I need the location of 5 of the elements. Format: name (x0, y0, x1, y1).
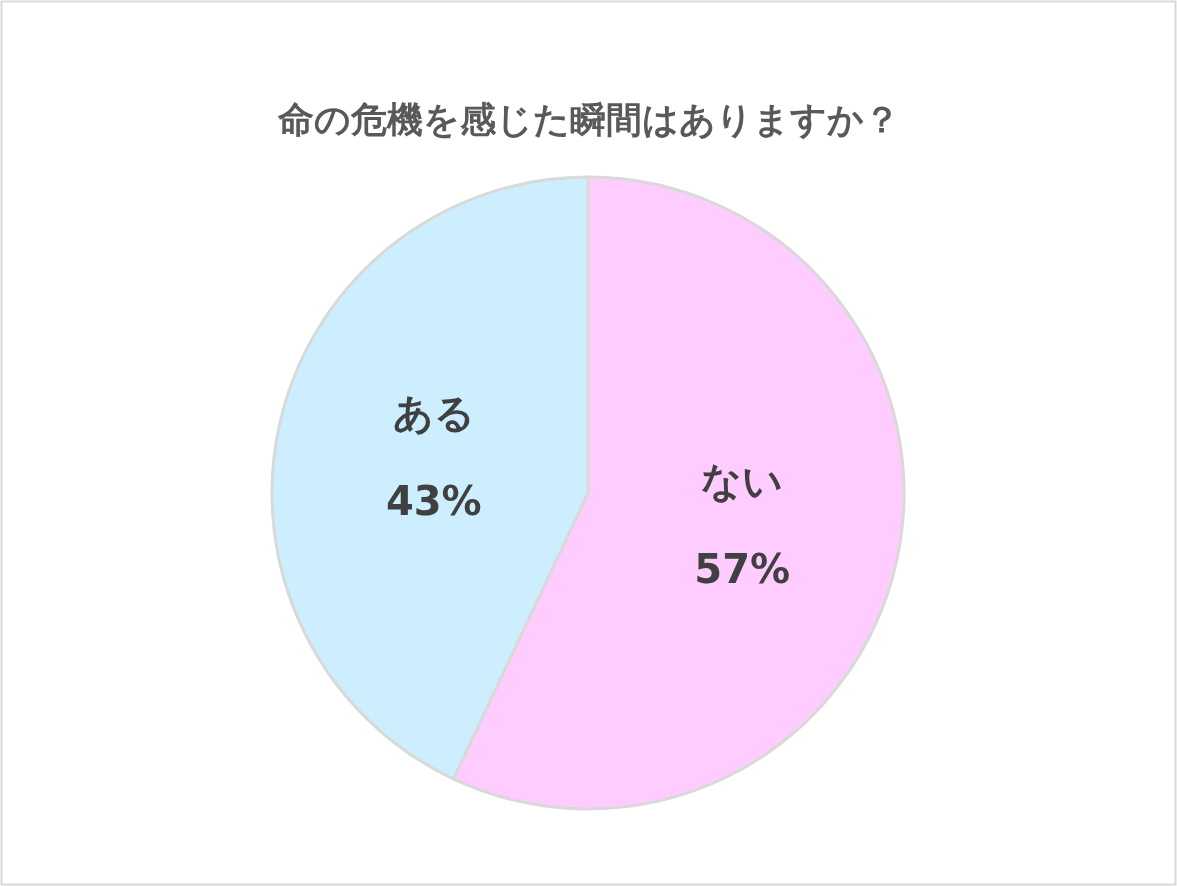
slice-label: ある (392, 389, 475, 436)
data-label: 43% (385, 477, 482, 524)
data-label: 57% (694, 546, 791, 593)
slice-label: ない (701, 458, 784, 505)
chart-title: 命の危機を感じた瞬間はありますか？ (276, 99, 900, 140)
